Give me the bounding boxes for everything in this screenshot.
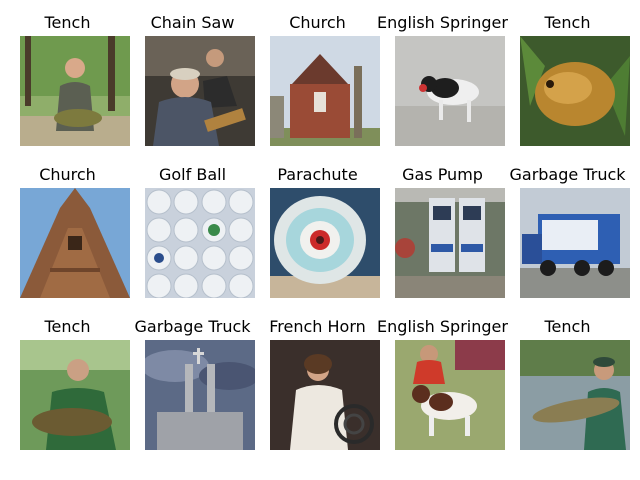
image-label: English Springer [377, 13, 508, 32]
image-thumbnail [145, 188, 255, 298]
grid-cell: Church [5, 165, 130, 305]
grid-cell: English Springer [377, 317, 508, 457]
image-thumbnail [395, 188, 505, 298]
image-thumbnail [520, 36, 630, 146]
image-label: Church [39, 165, 96, 184]
grid-cell: Garbage Truck [130, 317, 255, 457]
image-label: Tench [44, 317, 91, 336]
grid-cell: Chain Saw [130, 13, 255, 153]
grid-cell: Church [255, 13, 380, 153]
image-label: French Horn [269, 317, 366, 336]
image-thumbnail [270, 188, 380, 298]
grid-cell: Gas Pump [380, 165, 505, 305]
image-label: Chain Saw [150, 13, 235, 32]
image-label: Garbage Truck [134, 317, 251, 336]
image-label: English Springer [377, 317, 508, 336]
image-thumbnail [520, 188, 630, 298]
image-thumbnail [20, 340, 130, 450]
image-label: Golf Ball [158, 165, 227, 184]
image-thumbnail [20, 188, 130, 298]
image-thumbnail [145, 340, 255, 450]
grid-cell: Tench [5, 13, 130, 153]
grid-cell: Parachute [255, 165, 380, 305]
image-thumbnail [270, 36, 380, 146]
image-label: Tench [544, 317, 591, 336]
grid-cell: English Springer [377, 13, 508, 153]
image-thumbnail [520, 340, 630, 450]
grid-cell: Garbage Truck [505, 165, 630, 305]
image-thumbnail [395, 36, 505, 146]
image-label: Parachute [277, 165, 358, 184]
image-label: Garbage Truck [509, 165, 626, 184]
image-label: Tench [44, 13, 91, 32]
image-thumbnail [145, 36, 255, 146]
grid-cell: Golf Ball [130, 165, 255, 305]
image-thumbnail [20, 36, 130, 146]
image-thumbnail [395, 340, 505, 450]
image-label: Tench [544, 13, 591, 32]
image-label: Church [289, 13, 346, 32]
grid-cell: Tench [505, 317, 630, 457]
grid-cell: Tench [505, 13, 630, 153]
image-label: Gas Pump [402, 165, 483, 184]
grid-cell: French Horn [255, 317, 380, 457]
image-thumbnail [270, 340, 380, 450]
grid-cell: Tench [5, 317, 130, 457]
